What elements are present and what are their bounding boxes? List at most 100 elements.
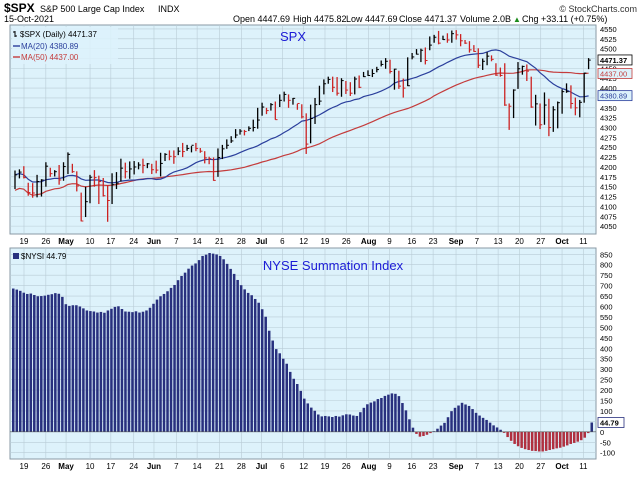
- price-last-label: 4471.37: [597, 54, 633, 66]
- price-bar: [217, 148, 221, 177]
- nysi-bar: [141, 311, 145, 432]
- price-bar: [521, 65, 525, 75]
- nysi-bar: [225, 263, 229, 432]
- price-bar: [314, 97, 318, 124]
- nysi-ytick-label: 0: [600, 428, 604, 437]
- nysi-bar: [492, 425, 495, 432]
- price-bar: [98, 175, 102, 205]
- nysi-bar: [243, 289, 246, 432]
- nysi-bar: [127, 311, 131, 432]
- nysi-bar: [64, 304, 68, 432]
- x-tick-label-mid: 14: [193, 237, 202, 246]
- nysi-bar: [338, 416, 341, 432]
- nysi-bar: [341, 415, 345, 432]
- price-bar: [120, 158, 124, 182]
- price-bar: [151, 163, 154, 175]
- nysi-legend-swatch: [13, 253, 19, 259]
- nysi-bar: [43, 295, 47, 432]
- price-bar: [402, 78, 406, 98]
- x-tick-label-mid: May: [58, 237, 74, 246]
- nysi-bar: [285, 363, 288, 432]
- nysi-bar: [166, 291, 169, 432]
- price-bar: [199, 148, 203, 153]
- nysi-bar: [253, 298, 257, 432]
- nysi-bar: [162, 293, 166, 432]
- price-bar: [327, 76, 331, 84]
- x-tick-label-bottom: 19: [20, 462, 29, 471]
- nysi-bar: [246, 292, 250, 432]
- nysi-bar: [288, 371, 292, 432]
- price-bar: [534, 94, 538, 126]
- price-ytick-label: 4275: [600, 133, 617, 142]
- x-tick-label-mid: 20: [515, 237, 524, 246]
- legend-nysi: $NYSI 44.79: [21, 252, 67, 261]
- price-bar: [226, 139, 229, 149]
- nysi-bar: [201, 255, 204, 432]
- nysi-bar: [471, 409, 474, 432]
- nysi-bar: [432, 431, 436, 432]
- nysi-bar: [373, 401, 376, 432]
- nysi-bar: [485, 419, 488, 432]
- nysi-bar: [450, 411, 453, 432]
- price-bar: [274, 101, 278, 121]
- ma50-series-line: [14, 69, 589, 196]
- price-bar: [499, 67, 503, 77]
- nysi-ytick-label: 850: [600, 250, 613, 259]
- nysi-bar: [380, 397, 383, 432]
- spx-bar-icon: [13, 31, 17, 37]
- price-bar: [296, 102, 300, 110]
- nysi-bar: [502, 431, 506, 433]
- nysi-bar: [180, 275, 183, 432]
- nysi-bar: [57, 293, 61, 432]
- nysi-bar: [204, 254, 208, 432]
- price-bar: [420, 48, 424, 63]
- price-ytick-label: 4050: [600, 222, 617, 231]
- nysi-bar: [278, 353, 281, 432]
- watermark: © StockCharts.com: [559, 4, 637, 14]
- nysi-bar: [110, 308, 113, 432]
- price-last-label-box: [597, 68, 633, 79]
- price-bar: [89, 174, 93, 204]
- quote-volume: Volume 2.0B: [460, 14, 511, 24]
- x-tick-label-bottom: 12: [299, 462, 308, 471]
- price-bar: [482, 58, 485, 70]
- nysi-bar: [369, 402, 373, 432]
- nysi-bar: [436, 428, 439, 432]
- nysi-bar: [194, 263, 197, 432]
- nysi-bar: [117, 306, 120, 432]
- nysi-bar: [155, 299, 159, 432]
- price-grid: [10, 25, 596, 234]
- price-last-label-text: 4471.37: [600, 56, 627, 65]
- nysi-bar: [313, 410, 317, 432]
- nysi-bar: [187, 268, 190, 432]
- nysi-bar: [113, 306, 117, 432]
- nysi-last-label: 44.79: [597, 417, 625, 428]
- price-bar: [468, 41, 472, 53]
- x-tick-label-mid: Sep: [449, 237, 464, 246]
- nysi-bar: [415, 431, 418, 434]
- price-bar: [583, 72, 587, 103]
- price-bar: [565, 83, 569, 93]
- x-tick-label-mid: 26: [342, 237, 351, 246]
- x-tick-label-mid: Jul: [256, 237, 268, 246]
- price-bar: [442, 35, 446, 41]
- nysi-bar: [120, 309, 124, 432]
- nysi-bar: [506, 431, 509, 438]
- price-ytick-label: 4175: [600, 173, 617, 182]
- nysi-bar: [99, 311, 103, 432]
- x-tick-label-bottom: 19: [321, 462, 330, 471]
- price-bar: [340, 78, 344, 97]
- nysi-bar: [138, 312, 141, 432]
- nysi-bar: [211, 253, 215, 432]
- price-bar: [437, 30, 441, 45]
- price-bar: [349, 82, 353, 96]
- nysi-bar: [124, 311, 127, 432]
- price-bar: [318, 85, 322, 106]
- nysi-ytick-label: 350: [600, 355, 613, 364]
- nysi-bar: [541, 431, 544, 452]
- price-bar: [186, 144, 190, 151]
- nysi-bars: [10, 253, 596, 452]
- nysi-bar: [85, 310, 89, 432]
- price-bar: [18, 169, 22, 179]
- x-tick-label-bottom: May: [58, 462, 74, 471]
